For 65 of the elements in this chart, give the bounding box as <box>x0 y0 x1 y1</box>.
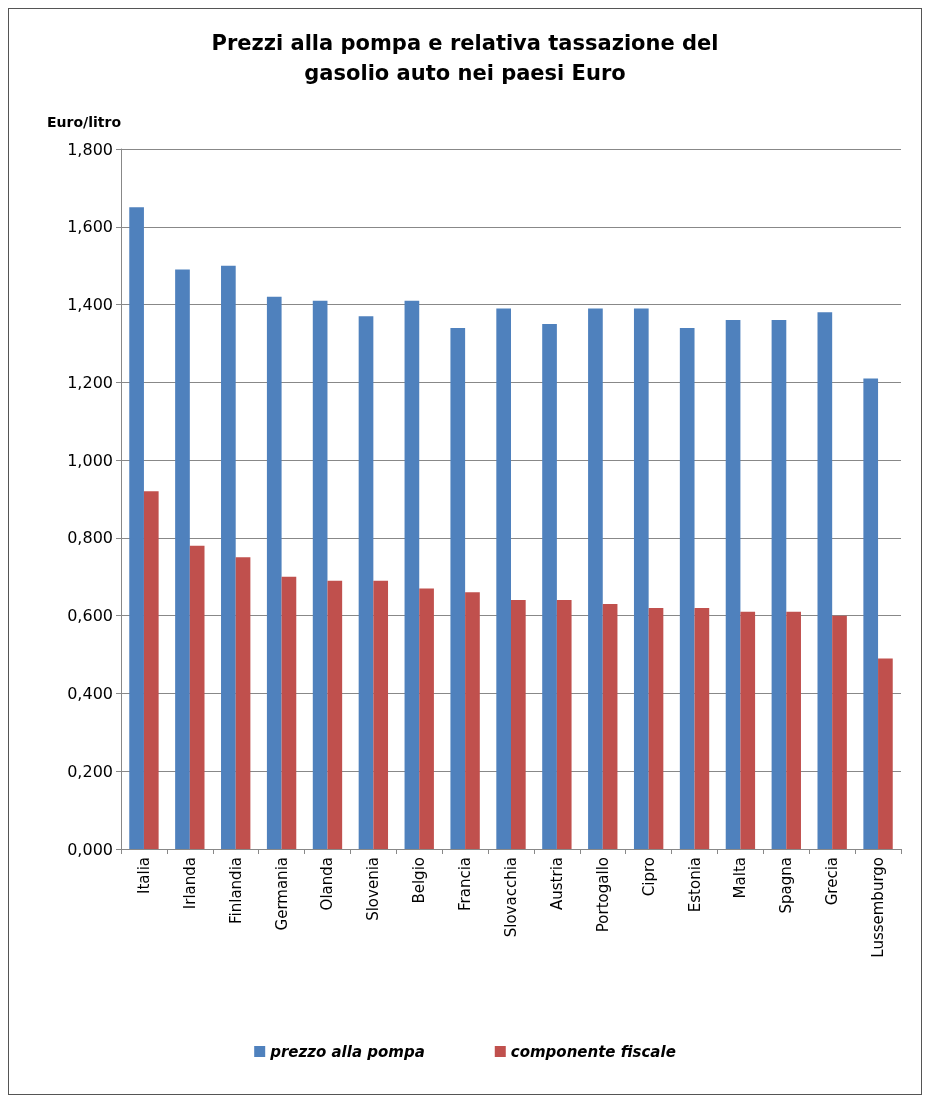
bar <box>143 491 159 849</box>
bar <box>648 607 664 849</box>
bar <box>633 308 649 849</box>
x-tick-label: Spagna <box>777 857 796 914</box>
bar <box>725 320 741 849</box>
y-tick-label: 0,200 <box>67 761 113 781</box>
bar <box>863 378 879 849</box>
bar <box>358 316 374 849</box>
y-axis-title: Euro/litro <box>47 114 122 130</box>
y-tick-label: 0,000 <box>67 839 113 859</box>
x-tick-label: Malta <box>731 857 750 899</box>
x-tick-label: Grecia <box>823 857 842 906</box>
bar <box>542 324 557 849</box>
bar <box>679 327 695 849</box>
x-tick-label: Austria <box>547 857 566 910</box>
x-tick-label: Finlandia <box>226 857 245 924</box>
x-tick-label: Francia <box>456 857 475 912</box>
bar <box>740 611 756 849</box>
legend-label: prezzo alla pompa <box>269 1042 425 1061</box>
y-tick-label: 1,200 <box>67 372 113 392</box>
y-tick-label: 1,600 <box>67 217 113 237</box>
bar <box>786 611 801 849</box>
bar <box>602 604 618 849</box>
x-tick-label: Belgio <box>410 857 429 904</box>
bar <box>129 207 144 849</box>
bar <box>771 320 787 849</box>
bar <box>450 327 466 849</box>
y-tick-label: 1,800 <box>67 139 113 159</box>
bar <box>588 308 603 849</box>
x-tick-label: Portogallo <box>593 857 612 933</box>
x-tick-label: Slovacchia <box>502 857 520 938</box>
y-tick-label: 0,400 <box>67 683 113 703</box>
bar <box>281 576 297 849</box>
bar <box>694 607 710 849</box>
bar <box>373 580 389 849</box>
chart-title: Prezzi alla pompa e relativa tassazione del gasolio auto nei paesi Euro <box>211 31 719 85</box>
bar <box>817 312 833 849</box>
bar <box>266 296 282 849</box>
x-tick-label: Lussemburgo <box>869 857 888 958</box>
bar <box>556 600 572 849</box>
x-tick-label: Cipro <box>639 857 658 897</box>
legend-label: componente fiscale <box>510 1042 676 1061</box>
bar <box>878 658 893 849</box>
x-tick-label: Estonia <box>685 857 704 913</box>
bar <box>235 557 251 849</box>
bar <box>496 308 511 849</box>
y-tick-label: 0,600 <box>67 606 113 626</box>
bar <box>327 580 343 849</box>
x-tick-label: Olanda <box>318 857 337 911</box>
x-tick-label: Irlanda <box>180 857 199 910</box>
bar <box>312 300 328 849</box>
x-tick-label: Italia <box>134 857 153 895</box>
x-tick-label: Slovenia <box>364 857 383 921</box>
bar <box>175 269 190 849</box>
bar <box>404 300 420 849</box>
bar <box>832 615 847 849</box>
y-tick-label: 0,800 <box>67 528 113 548</box>
bar <box>511 600 526 849</box>
bar <box>221 265 236 849</box>
bar <box>465 592 480 849</box>
y-tick-label: 1,400 <box>67 295 113 315</box>
x-tick-label: Germania <box>272 857 291 931</box>
bar <box>419 588 434 849</box>
y-tick-label: 1,000 <box>67 450 113 470</box>
bar <box>189 545 205 849</box>
